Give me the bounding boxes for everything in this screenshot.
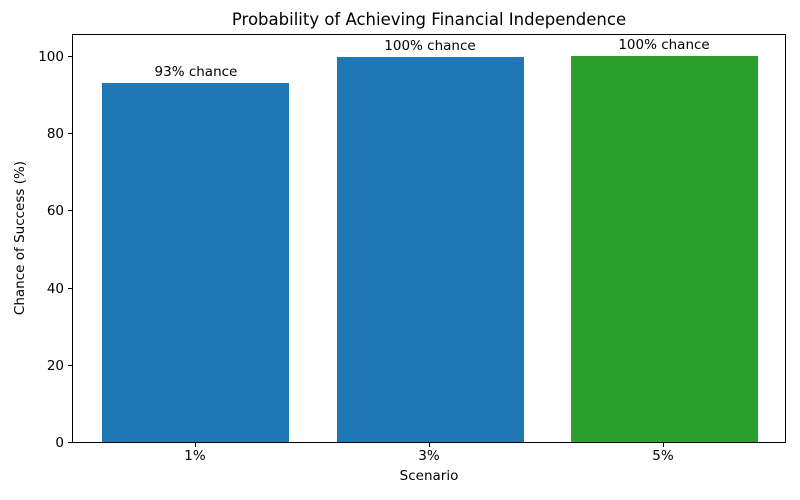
x-tick-mark xyxy=(429,443,430,447)
y-tick-mark xyxy=(68,365,72,366)
y-tick-label: 80 xyxy=(46,126,64,142)
y-tick-mark xyxy=(68,133,72,134)
y-tick-label: 40 xyxy=(46,281,64,297)
x-tick-label: 3% xyxy=(418,448,440,464)
y-tick-mark xyxy=(68,56,72,57)
bar-value-label: 100% chance xyxy=(384,38,476,54)
x-tick-mark xyxy=(195,443,196,447)
bar-value-label: 100% chance xyxy=(618,37,710,53)
y-tick-mark xyxy=(68,442,72,443)
bar-3% xyxy=(337,57,524,442)
bar-5% xyxy=(571,56,758,442)
bar-value-label: 93% chance xyxy=(154,64,238,80)
x-tick-mark xyxy=(663,443,664,447)
plot-area: 93% chance 100% chance 100% chance xyxy=(72,34,786,443)
y-tick-label: 20 xyxy=(46,358,64,374)
chart-title: Probability of Achieving Financial Indep… xyxy=(231,10,627,29)
x-tick-label: 5% xyxy=(652,448,674,464)
y-tick-mark xyxy=(68,210,72,211)
y-tick-label: 0 xyxy=(55,435,64,451)
x-tick-label: 1% xyxy=(184,448,206,464)
y-tick-label: 100 xyxy=(38,49,64,65)
x-axis-label: Scenario xyxy=(399,468,459,484)
y-tick-mark xyxy=(68,288,72,289)
bar-1% xyxy=(102,83,289,442)
y-tick-label: 60 xyxy=(46,203,64,219)
